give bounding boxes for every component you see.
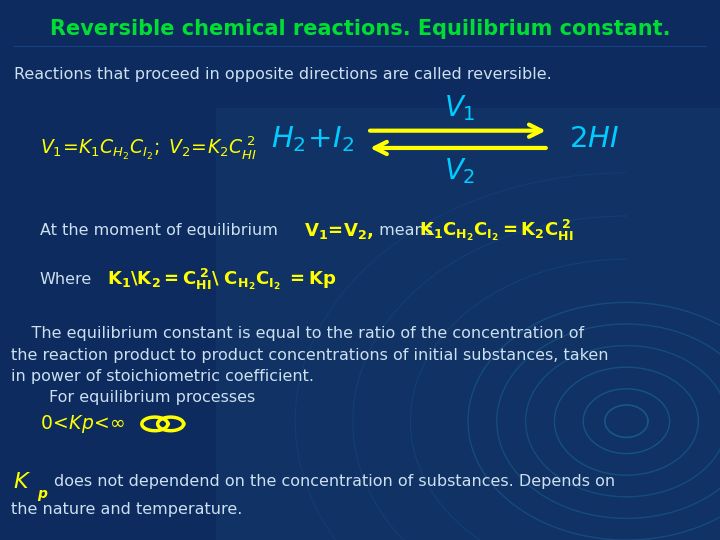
Text: $0\!<\!Kp\!<\!\infty$: $0\!<\!Kp\!<\!\infty$ <box>40 413 125 435</box>
Text: p: p <box>37 487 48 501</box>
Text: does not dependend on the concentration of substances. Depends on: does not dependend on the concentration … <box>54 474 615 489</box>
FancyBboxPatch shape <box>216 108 720 540</box>
Text: Reactions that proceed in opposite directions are called reversible.: Reactions that proceed in opposite direc… <box>14 67 552 82</box>
Text: $K$: $K$ <box>13 471 31 492</box>
Text: Reversible chemical reactions. Equilibrium constant.: Reversible chemical reactions. Equilibri… <box>50 19 670 39</box>
Text: the nature and temperature.: the nature and temperature. <box>11 502 242 517</box>
Text: $\mathbf{K_1{\backslash}K_2 = C_{HI}^{\ 2}{\backslash}\ C_{H_2}C_{I_2}\ {=}Kp}$: $\mathbf{K_1{\backslash}K_2 = C_{HI}^{\ … <box>107 267 336 292</box>
Text: Where: Where <box>40 272 92 287</box>
Text: $\mathit{V}_1$: $\mathit{V}_1$ <box>444 93 475 123</box>
Text: $2HI$: $2HI$ <box>569 125 619 153</box>
Text: For equilibrium processes: For equilibrium processes <box>49 390 255 405</box>
Text: means: means <box>374 223 438 238</box>
Text: $\mathit{V}_2$: $\mathit{V}_2$ <box>444 156 475 186</box>
Text: $\mathit{V}_1\!=\!K_1C_{H_2}C_{I_2};\;V_2\!=\!K_2C_{HI}^{\ 2}$: $\mathit{V}_1\!=\!K_1C_{H_2}C_{I_2};\;V_… <box>40 134 256 161</box>
Text: The equilibrium constant is equal to the ratio of the concentration of
the react: The equilibrium constant is equal to the… <box>11 326 608 384</box>
Text: At the moment of equilibrium: At the moment of equilibrium <box>40 223 277 238</box>
Text: $H_2\!+\!I_2$: $H_2\!+\!I_2$ <box>271 124 355 154</box>
Text: $\mathbf{K_1C_{H_2}C_{I_2} = K_2C_{HI}^{\ 2}}$: $\mathbf{K_1C_{H_2}C_{I_2} = K_2C_{HI}^{… <box>419 218 574 243</box>
Text: $\mathbf{V_1\!=\!V_2,}$: $\mathbf{V_1\!=\!V_2,}$ <box>304 220 374 241</box>
